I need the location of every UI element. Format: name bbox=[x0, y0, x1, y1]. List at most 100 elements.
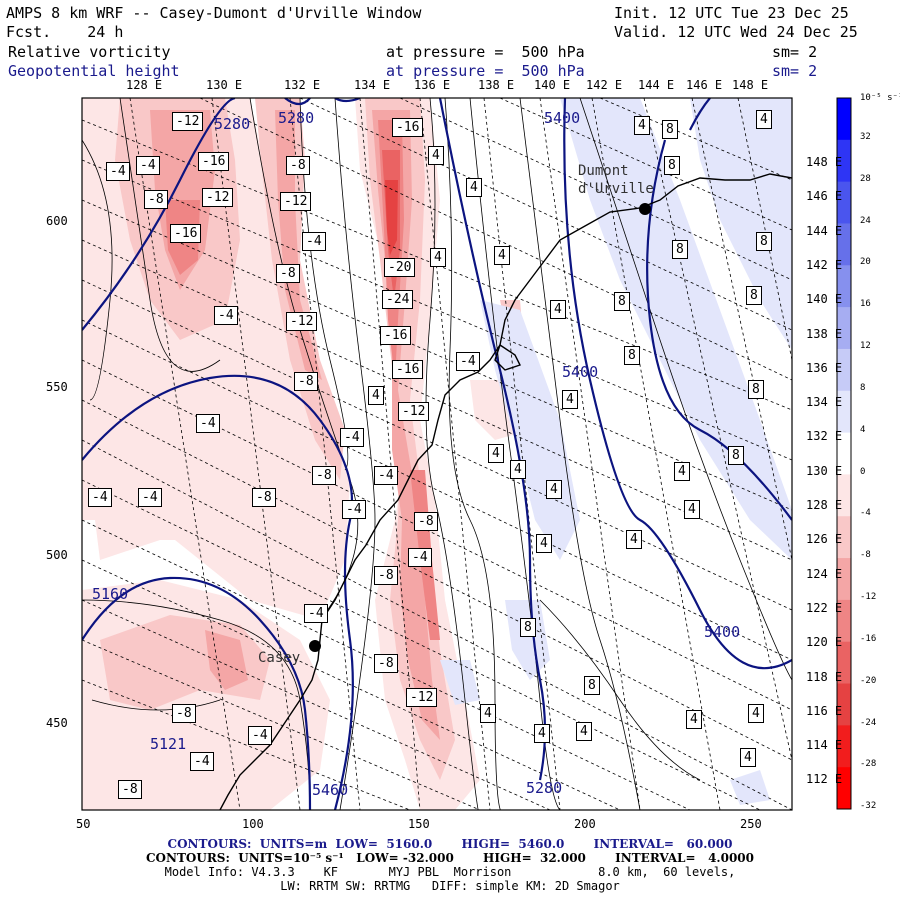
vorticity-contour-label: -4 bbox=[408, 548, 432, 567]
vorticity-contour-label: 4 bbox=[536, 534, 552, 553]
vorticity-contour-label: -4 bbox=[342, 500, 366, 519]
colorbar-segment bbox=[837, 558, 851, 601]
x-tick: 150 bbox=[408, 817, 430, 831]
vorticity-contour-label: -12 bbox=[172, 112, 204, 131]
vorticity-contour-label: 4 bbox=[368, 386, 384, 405]
vorticity-contour-label: -8 bbox=[414, 512, 438, 531]
vorticity-contour-label: 8 bbox=[624, 346, 640, 365]
vorticity-contour-label: -4 bbox=[196, 414, 220, 433]
vorticity-contour-label: -4 bbox=[456, 352, 480, 371]
lat-label: 132 E bbox=[806, 429, 843, 444]
vorticity-contour-info: CONTOURS: UNITS=10⁻⁵ s⁻¹ LOW= -32.000 HI… bbox=[146, 851, 754, 865]
vorticity-contour-label: -8 bbox=[276, 264, 300, 283]
vorticity-contour-label: -16 bbox=[392, 360, 424, 379]
vorticity-contour-label: -4 bbox=[340, 428, 364, 447]
lon-label: 140 E bbox=[534, 78, 571, 92]
vorticity-contour-label: 4 bbox=[430, 248, 446, 267]
field1-smoothing: sm= 2 bbox=[772, 43, 818, 61]
vorticity-contour-label: -8 bbox=[144, 190, 168, 209]
vorticity-contours bbox=[82, 98, 792, 810]
field2-level: at pressure = 500 hPa bbox=[386, 62, 585, 80]
vorticity-contour-label: 4 bbox=[740, 748, 756, 767]
colorbar-segment bbox=[837, 516, 851, 559]
colorbar-label: -28 bbox=[860, 759, 877, 770]
vorticity-contour-label: 4 bbox=[510, 460, 526, 479]
colorbar-segment bbox=[837, 98, 851, 141]
y-tick: 600 bbox=[46, 214, 68, 228]
vorticity-contour-label: -12 bbox=[202, 188, 234, 207]
colorbar-segment bbox=[837, 683, 851, 726]
field1-name: Relative vorticity bbox=[8, 43, 171, 61]
x-tick: 100 bbox=[242, 817, 264, 831]
lon-label: 138 E bbox=[478, 78, 515, 92]
lon-label: 130 E bbox=[206, 78, 243, 92]
colorbar-label: -16 bbox=[860, 633, 877, 644]
lat-label: 124 E bbox=[806, 566, 843, 581]
vorticity-contour-label: 4 bbox=[634, 116, 650, 135]
lat-label: 112 E bbox=[806, 772, 843, 787]
lat-label: 116 E bbox=[806, 703, 843, 718]
vorticity-contour-label: -4 bbox=[106, 162, 130, 181]
vorticity-contour-label: 4 bbox=[494, 246, 510, 265]
lon-label: 128 E bbox=[126, 78, 163, 92]
colorbar-segment bbox=[837, 265, 851, 308]
lat-label: 140 E bbox=[806, 292, 843, 307]
field2-smoothing: sm= 2 bbox=[772, 62, 818, 80]
colorbar-label: 24 bbox=[860, 215, 871, 226]
colorbar-frame bbox=[836, 97, 852, 810]
dumont-durville-label: Dumont d'Urville bbox=[578, 163, 654, 197]
vorticity-contour-label: -4 bbox=[304, 604, 328, 623]
colorbar-segment bbox=[837, 181, 851, 224]
casey-station-marker bbox=[309, 640, 321, 652]
colorbar-segment bbox=[837, 432, 851, 475]
vorticity-contour-label: -4 bbox=[136, 156, 160, 175]
height-label: 5460 bbox=[312, 781, 349, 799]
colorbar-segment bbox=[837, 307, 851, 350]
vorticity-contour-label: -24 bbox=[382, 290, 414, 309]
vorticity-contour-label: -8 bbox=[374, 654, 398, 673]
lat-label: 128 E bbox=[806, 498, 843, 512]
vorticity-contour-label: -16 bbox=[380, 326, 412, 345]
vorticity-contour-label: 4 bbox=[626, 530, 642, 549]
colorbar-label: 4 bbox=[860, 424, 866, 435]
vorticity-contour-label: -4 bbox=[302, 232, 326, 251]
vorticity-contour-label: 4 bbox=[748, 704, 764, 723]
colorbar-segment bbox=[837, 139, 851, 183]
vorticity-contour-label: -4 bbox=[214, 306, 238, 325]
vorticity-contour-label: 8 bbox=[584, 676, 600, 695]
lon-label: 136 E bbox=[414, 78, 451, 92]
vorticity-contour-label: 4 bbox=[428, 146, 444, 165]
lon-label: 144 E bbox=[638, 78, 675, 92]
colorbar-label: -12 bbox=[860, 592, 877, 603]
vorticity-contour-label: 8 bbox=[614, 292, 630, 311]
colorbar-label: 32 bbox=[860, 132, 871, 142]
colorbar-segment bbox=[837, 599, 851, 643]
vorticity-contour-label: -8 bbox=[294, 372, 318, 391]
vorticity-contour-label: -8 bbox=[374, 566, 398, 585]
init-time: Init. 12 UTC Tue 23 Dec 25 bbox=[614, 4, 849, 22]
vorticity-contour-label: 4 bbox=[488, 444, 504, 463]
x-tick: 250 bbox=[740, 817, 762, 831]
lat-label: 138 E bbox=[806, 326, 843, 341]
vorticity-contour-label: 8 bbox=[756, 232, 772, 251]
colorbar-label: 0 bbox=[860, 466, 866, 477]
colorbar-segment bbox=[837, 223, 851, 266]
lat-label: 134 E bbox=[806, 395, 843, 410]
vorticity-contour-label: 8 bbox=[672, 240, 688, 259]
height-label: 5280 bbox=[526, 779, 563, 797]
colorbar-label: -4 bbox=[860, 508, 871, 519]
vorticity-contour-label: 4 bbox=[756, 110, 772, 129]
colorbar-label: -8 bbox=[860, 550, 871, 561]
colorbar-segment bbox=[837, 641, 851, 685]
x-tick: 50 bbox=[76, 817, 91, 831]
lat-label: 120 E bbox=[806, 635, 843, 650]
height-label: 5280 bbox=[278, 109, 315, 127]
lat-label: 126 E bbox=[806, 532, 843, 547]
lat-label: 114 E bbox=[806, 738, 843, 753]
vorticity-contour-label: 4 bbox=[534, 724, 550, 743]
lat-label: 122 E bbox=[806, 600, 843, 615]
lat-label: 130 E bbox=[806, 463, 843, 478]
colorbar-segment bbox=[837, 390, 851, 434]
vorticity-contour-label: -8 bbox=[286, 156, 310, 175]
